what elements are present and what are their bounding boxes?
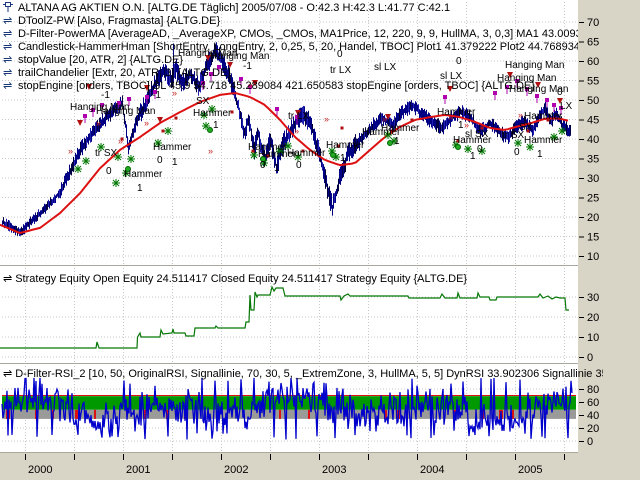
svg-text:45: 45 <box>587 115 599 127</box>
svg-text:25: 25 <box>587 193 599 205</box>
svg-text:30: 30 <box>587 292 599 304</box>
svg-text:»: » <box>96 118 101 128</box>
svg-text:15: 15 <box>587 232 599 244</box>
price-axis: 70 65 60 55 50 45 40 35 30 25 20 15 10 <box>579 17 599 263</box>
svg-text:2002: 2002 <box>224 464 248 476</box>
svg-text:2001: 2001 <box>126 464 150 476</box>
svg-text:0: 0 <box>587 352 593 364</box>
svg-text:10: 10 <box>587 251 599 263</box>
svg-text:»: » <box>294 126 299 136</box>
svg-text:40: 40 <box>587 134 599 146</box>
equity-line <box>0 285 569 349</box>
svg-text:55: 55 <box>587 76 599 88</box>
equity-axis: 30 20 10 0 <box>579 292 599 364</box>
rsi-series <box>1 377 573 440</box>
svg-text:60: 60 <box>587 397 599 409</box>
svg-text:»: » <box>324 114 329 124</box>
svg-text:35: 35 <box>587 154 599 166</box>
svg-text:»: » <box>448 112 453 122</box>
svg-text:20: 20 <box>587 312 599 324</box>
svg-text:70: 70 <box>587 17 599 29</box>
svg-text:10: 10 <box>587 332 599 344</box>
svg-text:»: » <box>248 80 253 90</box>
svg-text:20: 20 <box>587 212 599 224</box>
svg-text:50: 50 <box>587 95 599 107</box>
svg-text:0: 0 <box>587 436 593 448</box>
svg-text:»: » <box>464 120 469 130</box>
powerma-line <box>0 92 569 235</box>
svg-text:2000: 2000 <box>28 464 52 476</box>
svg-text:80: 80 <box>587 384 599 396</box>
pane-dividers <box>0 265 578 453</box>
svg-text:»: » <box>68 146 73 156</box>
svg-text:»: » <box>518 110 523 120</box>
svg-text:»: » <box>118 136 123 146</box>
svg-text:30: 30 <box>587 173 599 185</box>
svg-text:2005: 2005 <box>518 464 542 476</box>
svg-text:40: 40 <box>587 410 599 422</box>
time-axis: 2000 2001 2002 2003 2004 2005 <box>25 454 565 476</box>
svg-text:»: » <box>208 146 213 156</box>
svg-text:65: 65 <box>587 37 599 49</box>
svg-text:»: » <box>144 118 149 128</box>
svg-text:20: 20 <box>587 423 599 435</box>
signal-markers: » » » » » » » » » » » » » <box>68 55 566 187</box>
svg-text:60: 60 <box>587 56 599 68</box>
svg-text:»: » <box>382 114 387 124</box>
svg-text:2003: 2003 <box>322 464 346 476</box>
svg-text:2004: 2004 <box>420 464 444 476</box>
svg-text:»: » <box>172 88 177 98</box>
